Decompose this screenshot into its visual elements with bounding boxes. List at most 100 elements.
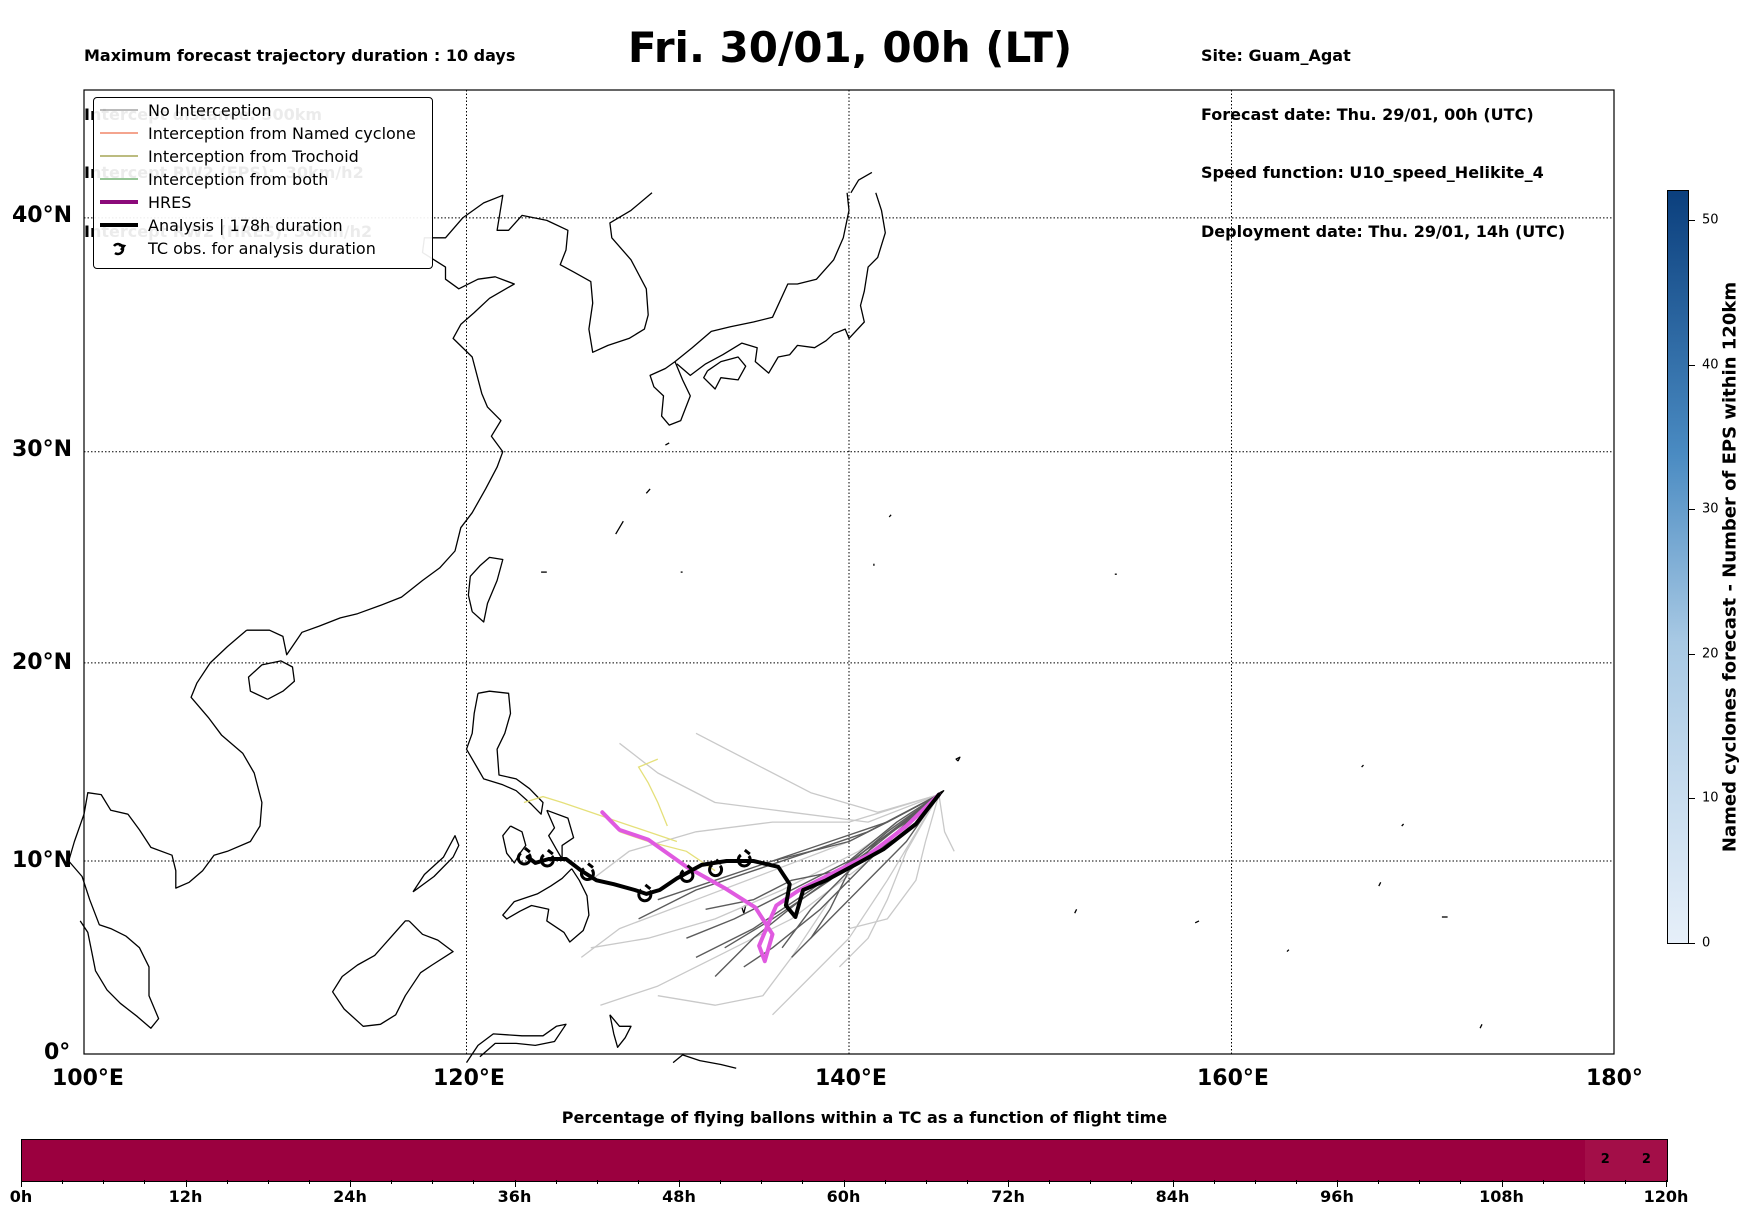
timeline-tick-mark [1666,1180,1667,1187]
trochoid-track [523,795,678,843]
legend-label: Analysis | 178h duration [148,215,343,235]
ensemble-track-light [938,794,955,852]
ensemble-track-dark [695,794,940,959]
cyclone-icon [113,242,127,256]
colorbar-tick-label: 40 [1702,357,1719,373]
lon-label-160e: 160°E [1197,1066,1269,1091]
timeline-tick-mark [1501,1180,1503,1187]
colorbar-tick-label: 30 [1702,501,1719,517]
timeline-tick-label: 0h [9,1187,33,1206]
cyclone-icon [679,864,695,883]
timeline-tick-mark [679,1180,680,1187]
legend-swatch-line [100,132,138,134]
ensemble-tracks-light [580,732,955,1016]
timeline-tick-mark [144,1180,146,1184]
analysis-track-line [525,792,941,919]
timeline-tick-label: 36h [497,1187,532,1206]
site-parameters: Site: Guam_Agat Forecast date: Thu. 29/0… [1201,7,1565,261]
timeline-tick-mark [555,1180,557,1184]
ensemble-track-dark [772,793,940,862]
lat-label-40n: 40°N [12,203,73,228]
timeline-tick-mark [308,1180,310,1184]
colorbar-tick-mark [1689,219,1695,221]
colorbar-label: Named cyclones forecast - Number of EPS … [1719,281,1741,853]
gridlines [84,90,1614,1054]
timeline-tick-mark [226,1180,228,1184]
timeline-tick-mark [514,1180,516,1187]
colorbar-tick-mark [1689,364,1695,366]
legend-item-named-cyclone: Interception from Named cyclone [94,122,416,144]
legend-swatch-line [100,178,138,180]
timeline-tick-label: 72h [991,1187,1025,1206]
timeline-tick-label: 108h [1479,1187,1524,1206]
ensemble-track-light [772,794,940,1016]
timeline-tick-mark [185,1180,187,1187]
timeline-tick-mark [103,1180,105,1184]
cyclone-icon [539,848,555,868]
timeline-tick-mark [1254,1180,1256,1184]
legend-label: TC obs. for analysis duration [148,238,376,258]
timeline-tick-mark [720,1180,722,1184]
timeline-tick-label: 48h [662,1187,696,1206]
info-line-speed-function: Speed function: U10_speed_Helikite_4 [1201,163,1544,182]
ensemble-track-light [600,794,940,1006]
timeline-tick-mark [1337,1180,1338,1187]
timeline-tick-mark [62,1180,64,1184]
timeline-segment [1584,1140,1626,1181]
colorbar-tick-mark [1689,943,1695,944]
timeline-tick-label: 60h [826,1187,861,1206]
legend-item-analysis: Analysis | 178h duration [94,214,343,236]
timeline-tick-label: 120h [1643,1187,1689,1206]
ensemble-track-light [848,794,940,930]
ensemble-track-dark [791,794,940,958]
timeline-tick-mark [925,1180,927,1184]
ensemble-track-light [590,793,940,881]
legend-label: Interception from Trochoid [148,146,359,166]
timeline-tick-mark [473,1180,475,1184]
lat-label-20n: 20°N [12,650,73,675]
legend-swatch-line [100,200,138,204]
colorbar-tick-label: 0 [1702,935,1711,951]
timeline-tick-label: 96h [1320,1187,1354,1206]
timeline-tick-mark [21,1180,22,1187]
ensemble-track-light [695,732,940,813]
timeline-tick-mark [1090,1180,1092,1184]
timeline-tick-mark [884,1180,886,1184]
legend-label: Interception from Named cyclone [148,123,416,143]
timeline-value-label: 2 [1641,1152,1651,1167]
timeline-tick-mark [350,1180,351,1187]
lon-label-180: 180° [1586,1066,1643,1091]
timeline-tick-mark [1131,1180,1133,1184]
trochoid-track [637,758,668,827]
timeline-tick-mark [432,1180,434,1184]
timeline-tick-mark [1624,1180,1626,1184]
colorbar-tick-mark [1689,653,1695,655]
tc-observations [516,846,752,903]
colorbar-tick-label: 20 [1702,646,1719,662]
info-line-site: Site: Guam_Agat [1201,46,1351,65]
timeline-tick-mark [1378,1180,1380,1184]
lat-label-30n: 30°N [12,437,73,462]
cyclone-icon [736,848,752,868]
colorbar-tick-mark [1689,798,1695,800]
legend-item-no-interception: No Interception [94,99,272,121]
lon-label-120e: 120°E [433,1066,505,1091]
legend-item-both: Interception from both [94,168,328,190]
cyclone-icon [637,883,653,903]
timeline-tick-mark [267,1180,269,1184]
legend-item-hres: HRES [94,191,191,213]
ensemble-track-light [619,742,940,823]
timeline-tick-mark [391,1180,393,1184]
timeline-tick-mark [843,1180,845,1187]
timeline-tick-mark [1583,1180,1585,1184]
lat-label-0: 0° [44,1040,71,1065]
legend-item-tc-obs: TC obs. for analysis duration [94,237,376,259]
legend-swatch-line [100,223,138,227]
analysis-track [525,792,941,919]
legend-item-trochoid: Interception from Trochoid [94,145,359,167]
timeline-tick-mark [1295,1180,1297,1184]
hres-track [600,792,941,964]
timeline-tick-mark [1172,1180,1174,1187]
